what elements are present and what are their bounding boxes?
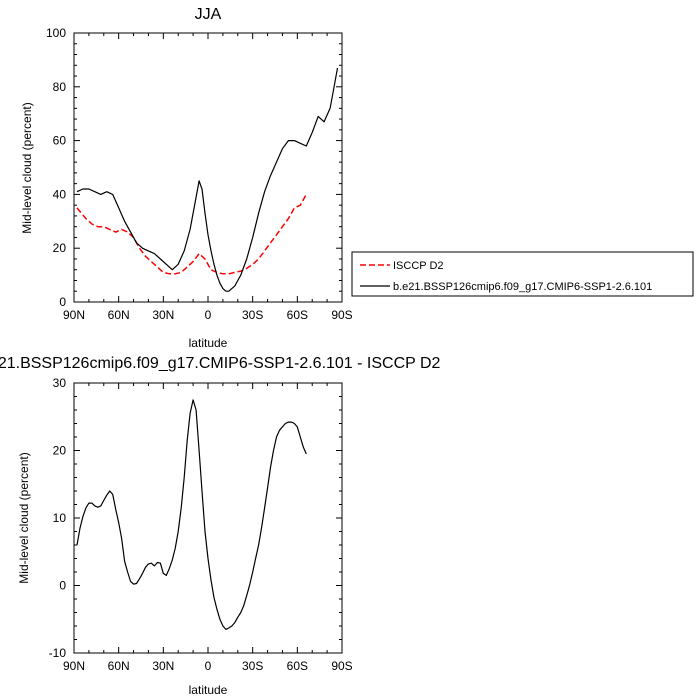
top-chart-legend: ISCCP D2 b.e21.BSSP126cmip6.f09_g17.CMIP…: [351, 251, 694, 297]
top-y-tick-label: 0: [59, 295, 66, 309]
bottom-chart-y-axis-label: Mid-level cloud (percent): [17, 452, 31, 583]
bottom-chart: b.e21.BSSP126cmip6.f09_g17.CMIP6-SSP1-2.…: [0, 355, 441, 697]
top-y-tick-label: 60: [53, 134, 67, 148]
top-x-tick-label: 60N: [108, 308, 130, 322]
top-x-tick-label: 90S: [331, 308, 352, 322]
top-x-tick-label: 0: [205, 308, 212, 322]
top-chart-x-axis-label: latitude: [189, 336, 228, 350]
top-chart: JJA Mid-level cloud (percent) latitude 9…: [20, 6, 353, 350]
legend-box: [351, 251, 694, 297]
top-x-tick-label: 90N: [63, 308, 85, 322]
bottom-y-tick-label: 0: [59, 579, 66, 593]
bottom-chart-x-axis-label: latitude: [189, 683, 228, 697]
bottom-chart-plot-frame: [73, 382, 343, 654]
bottom-y-tick-label: 10: [53, 511, 67, 525]
top-y-tick-label: 40: [53, 187, 67, 201]
top-chart-title: JJA: [195, 6, 222, 23]
top-x-tick-label: 30N: [152, 308, 174, 322]
bottom-x-tick-label: 60N: [108, 659, 130, 673]
bottom-chart-title: b.e21.BSSP126cmip6.f09_g17.CMIP6-SSP1-2.…: [0, 355, 441, 372]
top-chart-series: [76, 67, 339, 292]
top-series-line-1: [76, 67, 339, 292]
bottom-x-tick-label: 30S: [242, 659, 263, 673]
bottom-y-tick-label: 20: [53, 444, 67, 458]
bottom-y-tick-label: 30: [53, 376, 67, 390]
top-series-line-0: [76, 194, 307, 275]
legend-label-isccp: ISCCP D2: [393, 260, 444, 272]
top-chart-y-axis-label: Mid-level cloud (percent): [20, 102, 34, 233]
bottom-x-tick-label: 0: [205, 659, 212, 673]
bottom-y-tick-label: -10: [49, 646, 67, 660]
top-chart-ticks: 90N 60N 30N 0 30S 60S 90S 0 20 40 60 80 100: [46, 26, 353, 322]
bottom-chart-series: [76, 399, 307, 631]
top-chart-plot-frame: [73, 32, 343, 303]
legend-label-model: b.e21.BSSP126cmip6.f09_g17.CMIP6-SSP1-2.…: [393, 281, 652, 293]
bottom-x-tick-label: 30N: [152, 659, 174, 673]
bottom-x-tick-label: 90S: [331, 659, 352, 673]
bottom-x-tick-label: 60S: [287, 659, 308, 673]
top-y-tick-label: 80: [53, 80, 67, 94]
top-y-tick-label: 20: [53, 241, 67, 255]
top-x-tick-label: 60S: [287, 308, 308, 322]
top-y-tick-label: 100: [46, 26, 66, 40]
bottom-series-line-0: [76, 399, 307, 631]
top-x-tick-label: 30S: [242, 308, 263, 322]
bottom-x-tick-label: 90N: [63, 659, 85, 673]
